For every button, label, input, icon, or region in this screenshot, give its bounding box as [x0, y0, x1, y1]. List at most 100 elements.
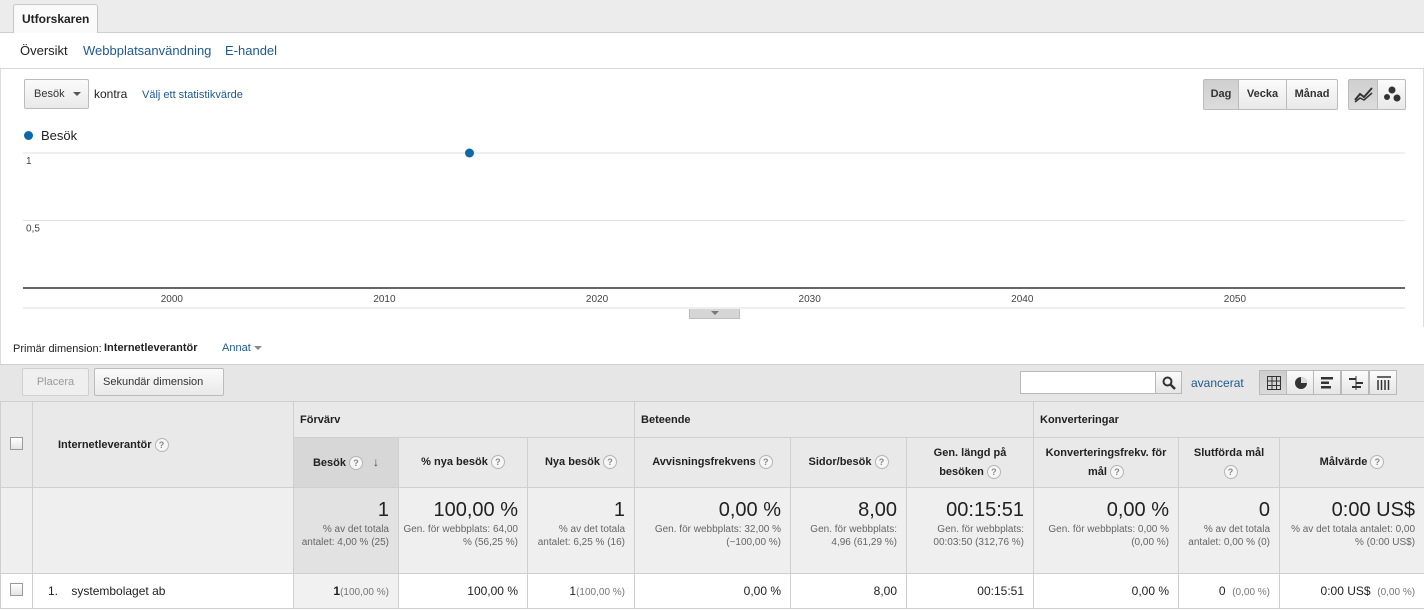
view-pivot-button[interactable]: [1369, 370, 1397, 395]
total-value: 0,00 %: [1106, 499, 1170, 521]
search-icon: [1162, 376, 1176, 390]
help-icon[interactable]: ?: [758, 455, 773, 470]
chart-panel: Besök kontra Välj ett statistikvärde Dag…: [0, 69, 1424, 327]
total-value: 1: [377, 499, 389, 521]
pick-metric-link[interactable]: Välj ett statistikvärde: [142, 89, 243, 101]
cell-percent: (0,00 %): [1377, 587, 1416, 598]
help-icon[interactable]: ?: [874, 455, 889, 470]
secondary-dimension-dropdown[interactable]: Sekundär dimension: [94, 368, 224, 411]
column-header-visits[interactable]: Besök? ↓: [293, 437, 399, 488]
table-toolbar: Placera rader Sekundär dimension avancer…: [0, 364, 1424, 414]
help-icon[interactable]: ?: [986, 464, 1001, 479]
search-button[interactable]: [1155, 371, 1182, 394]
row-dimension-cell: 1. systembolaget ab: [32, 573, 294, 609]
advanced-filter-link[interactable]: avancerat: [1191, 376, 1244, 390]
chart-collapse-handle[interactable]: [689, 309, 740, 319]
help-icon[interactable]: ?: [1370, 455, 1385, 470]
table-grid-icon: [1267, 376, 1281, 390]
help-icon[interactable]: ?: [603, 455, 618, 470]
group-header-behavior: Beteende: [634, 401, 1035, 438]
help-icon[interactable]: ?: [154, 437, 169, 452]
total-value: 100,00 %: [433, 499, 518, 521]
row-cell-pages-per-visit: 8,00: [790, 573, 908, 609]
subnav-ecommerce[interactable]: E-handel: [225, 43, 278, 58]
metric-select-label: Besök: [34, 88, 65, 100]
other-dimension-label: Annat: [222, 342, 251, 354]
total-value: 0:00 US$: [1331, 499, 1416, 521]
granularity-day-button[interactable]: Dag: [1203, 79, 1239, 110]
cell-value: 0: [1218, 584, 1226, 598]
help-icon[interactable]: ?: [490, 455, 505, 470]
primary-dimension-label: Primär dimension:: [13, 343, 102, 355]
total-value: 8,00: [858, 499, 898, 521]
cell-value: 100,00 %: [467, 584, 518, 598]
dimension-header[interactable]: Internetleverantör?: [32, 401, 294, 488]
totals-empty-cell: [32, 487, 294, 574]
comparison-icon: [1349, 376, 1363, 390]
line-chart-button[interactable]: [1348, 79, 1378, 110]
totals-empty-cell: [0, 487, 33, 574]
select-all-cell: [0, 401, 33, 488]
x-tick-label: 2020: [586, 294, 609, 305]
help-icon[interactable]: ?: [1223, 464, 1238, 479]
legend-label: Besök: [41, 128, 78, 143]
view-comparison-button[interactable]: [1341, 370, 1369, 395]
column-header-new-visits-pct[interactable]: % nya besök?: [398, 437, 528, 488]
pie-chart-icon: [1295, 377, 1307, 389]
metric-select[interactable]: Besök: [24, 79, 89, 109]
column-header-label: Sidor/besök: [808, 456, 872, 468]
primary-dimension-value: Internetleverantör: [104, 342, 198, 354]
row-cell-bounce-rate: 0,00 %: [634, 573, 792, 609]
data-point: [464, 148, 474, 158]
table-column-header-row: Besök? ↓ % nya besök? Nya besök? Avvisnin…: [1, 437, 1424, 488]
total-subtext: % av det totala antalet: 4,00 % (25): [301, 524, 389, 548]
granularity-month-button[interactable]: Månad: [1286, 79, 1338, 110]
row-checkbox[interactable]: [10, 583, 23, 596]
totals-cell: 1 % av det totala antalet: 4,00 % (25): [293, 487, 399, 574]
secondary-dimension-label: Sekundär dimension: [103, 376, 204, 388]
column-header-label: Målvärde: [1319, 456, 1368, 468]
cell-value: 8,00: [873, 584, 898, 598]
motion-chart-button[interactable]: [1377, 79, 1406, 110]
column-header-goal-value[interactable]: Målvärde?: [1279, 437, 1424, 488]
totals-cell: 0 % av det totala antalet: 0,00 % (0): [1178, 487, 1281, 574]
line-chart-icon: [1354, 87, 1373, 103]
tab-explorer[interactable]: Utforskaren: [13, 4, 99, 34]
plot-rows-button[interactable]: Placera rader: [22, 368, 89, 414]
help-icon[interactable]: ?: [1110, 464, 1124, 479]
column-header-label: Avvisningsfrekvens: [652, 456, 756, 468]
subnav-site-usage[interactable]: Webbplatsanvändning: [83, 43, 212, 58]
table-search-input[interactable]: [1020, 371, 1156, 394]
other-dimension-dropdown[interactable]: Annat: [222, 342, 262, 354]
help-icon[interactable]: ?: [349, 455, 364, 470]
subnav-overview[interactable]: Översikt: [20, 43, 68, 58]
report-tab-strip: Utforskaren: [0, 0, 1424, 34]
row-cell-new-visits-pct: 100,00 %: [398, 573, 528, 609]
cell-value: 1: [569, 584, 577, 598]
cell-percent: (0,00 %): [1232, 587, 1271, 598]
total-subtext: Gen. för webbplats: 32,00 % (−100,00 %): [654, 524, 782, 548]
column-header-avg-duration[interactable]: Gen. längd på besöken?: [906, 437, 1035, 488]
y-tick-label: 0,5: [26, 224, 40, 235]
chevron-down-icon: [253, 346, 262, 351]
granularity-week-button[interactable]: Vecka: [1238, 79, 1287, 110]
view-performance-button[interactable]: [1313, 370, 1341, 395]
column-header-goal-completions[interactable]: Slutförda mål?: [1178, 437, 1281, 488]
view-pie-button[interactable]: [1286, 370, 1314, 395]
select-all-checkbox[interactable]: [10, 436, 23, 450]
column-header-pages-per-visit[interactable]: Sidor/besök?: [790, 437, 908, 488]
column-header-bounce-rate[interactable]: Avvisningsfrekvens?: [634, 437, 792, 488]
column-header-goal-conversion-rate[interactable]: Konverteringsfrekv. för mål?: [1033, 437, 1180, 488]
column-header-new-visits[interactable]: Nya besök?: [526, 437, 636, 488]
total-value: 0: [1258, 499, 1271, 521]
chevron-down-icon: [711, 311, 719, 315]
cell-value: 0:00 US$: [1320, 584, 1371, 598]
view-table-button[interactable]: [1259, 370, 1287, 395]
column-header-label: Nya besök: [544, 456, 601, 468]
bar-chart-icon: [1321, 377, 1333, 389]
table-row: 1. systembolaget ab 1(100,00 %) 100,00 %…: [0, 573, 1424, 609]
total-subtext: % av det totala antalet: 6,25 % (16): [537, 524, 626, 548]
x-tick-label: 2040: [1011, 294, 1034, 305]
row-dimension-link[interactable]: systembolaget ab: [71, 584, 166, 598]
bubble-chart-icon: [1384, 86, 1401, 102]
